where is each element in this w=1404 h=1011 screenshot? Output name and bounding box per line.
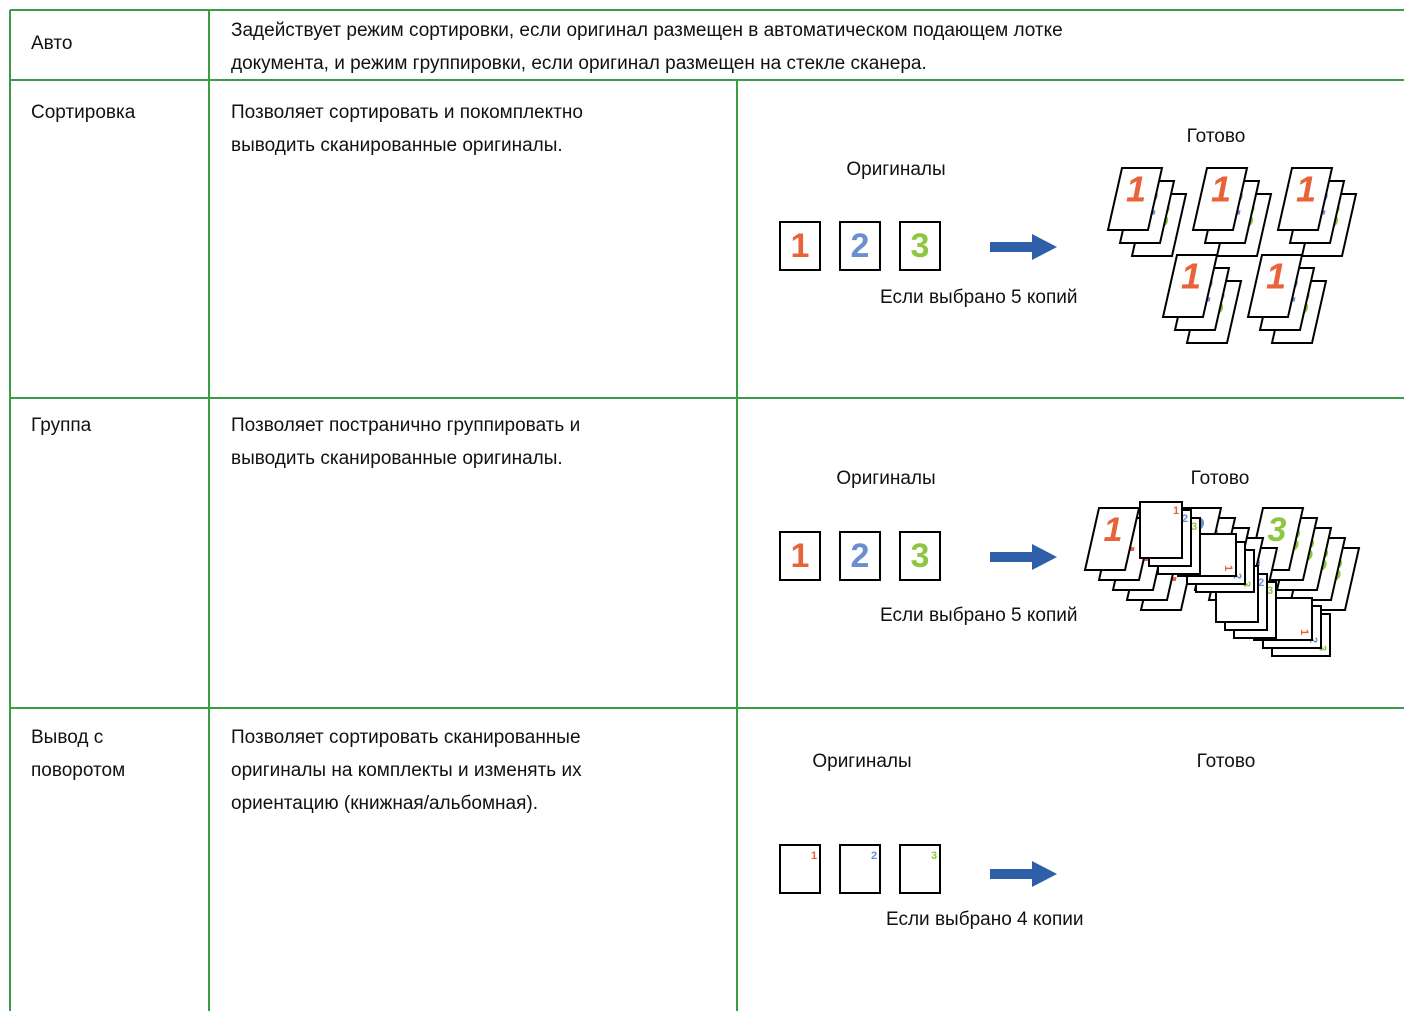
description-line: Позволяет сортировать сканированные	[231, 727, 581, 748]
sheet	[1161, 254, 1219, 318]
page-number: 1	[1173, 505, 1179, 517]
arrow-shaft	[990, 552, 1035, 562]
page-number: 3	[1316, 645, 1328, 651]
page-number: 3	[1267, 585, 1273, 597]
copies-note: Если выбрано 5 копий	[880, 605, 1078, 626]
sheet	[1139, 501, 1183, 559]
page-number: 3	[911, 227, 930, 265]
page-number: 2	[1182, 513, 1188, 525]
description-line: оригиналы на комплекты и изменять их	[231, 760, 582, 781]
sheet	[1246, 254, 1304, 318]
page-number: 1	[1126, 169, 1146, 210]
description-line: Позволяет постранично группировать и	[231, 415, 580, 436]
original-page	[779, 844, 821, 894]
description-line: выводить сканированные оригиналы.	[231, 135, 563, 156]
mode-label: поворотом	[31, 760, 125, 781]
page-number: 3	[1240, 581, 1252, 587]
copies-note: Если выбрано 4 копии	[886, 909, 1084, 930]
page-number: 1	[1104, 511, 1123, 549]
original-page	[899, 844, 941, 894]
arrow-head	[1032, 861, 1057, 887]
sheet	[1083, 507, 1141, 571]
arrow-shaft	[990, 869, 1035, 879]
mode-label: Вывод с	[31, 727, 103, 748]
page-number: 2	[1307, 637, 1319, 643]
page-number: 1	[1266, 256, 1286, 297]
page-number: 2	[851, 537, 870, 575]
description-line: документа, и режим группировки, если ори…	[231, 53, 927, 74]
page-number: 1	[1298, 629, 1310, 635]
page-number: 1	[1296, 169, 1316, 210]
original-page	[839, 221, 881, 271]
mode-label: Сортировка	[31, 102, 136, 123]
description-line: ориентацию (книжная/альбомная).	[231, 793, 538, 814]
page-number: 2	[1258, 577, 1264, 589]
sheet	[1191, 167, 1249, 231]
original-page	[839, 531, 881, 581]
page-number: 2	[871, 850, 877, 862]
page-number: 1	[811, 850, 817, 862]
original-page	[779, 221, 821, 271]
page-number: 1	[1222, 565, 1234, 571]
description-line: выводить сканированные оригиналы.	[231, 448, 563, 469]
page-number: 3	[1268, 511, 1287, 549]
originals-label: Оригиналы	[846, 159, 945, 180]
arrow-shaft	[990, 242, 1035, 252]
original-page	[839, 844, 881, 894]
copies-note: Если выбрано 5 копий	[880, 287, 1078, 308]
page-number: 1	[1181, 256, 1201, 297]
page-number: 2	[1231, 573, 1243, 579]
done-label: Готово	[1197, 751, 1256, 772]
originals-label: Оригиналы	[812, 751, 911, 772]
original-page	[899, 221, 941, 271]
sheet	[1276, 167, 1334, 231]
page-number: 1	[791, 227, 810, 265]
description-line: Задействует режим сортировки, если ориги…	[231, 20, 1063, 41]
original-page	[779, 531, 821, 581]
page-number: 2	[851, 227, 870, 265]
arrow-head	[1032, 234, 1057, 260]
original-page	[899, 531, 941, 581]
mode-label: Авто	[31, 33, 72, 54]
page-number: 3	[1191, 521, 1197, 533]
page-number: 1	[1211, 169, 1231, 210]
done-label: Готово	[1191, 468, 1250, 489]
mode-label: Группа	[31, 415, 92, 436]
arrow-head	[1032, 544, 1057, 570]
description-line: Позволяет сортировать и покомплектно	[231, 102, 583, 123]
originals-label: Оригиналы	[836, 468, 935, 489]
table-grid	[9, 9, 1404, 1011]
sheet	[1106, 167, 1164, 231]
page-number: 3	[931, 850, 937, 862]
page-number: 3	[911, 537, 930, 575]
page-number: 1	[791, 537, 810, 575]
done-label: Готово	[1187, 126, 1246, 147]
